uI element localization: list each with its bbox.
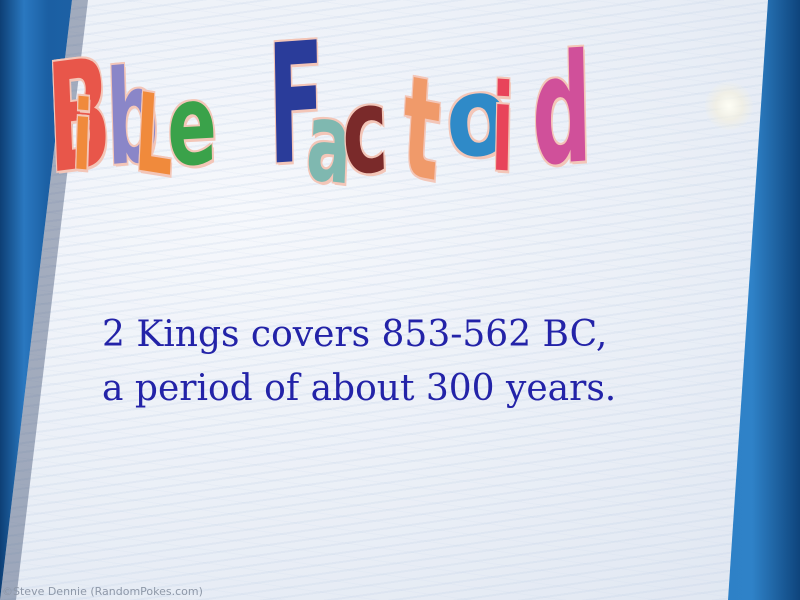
light-spot <box>705 82 753 130</box>
copyright-credit: ©Steve Dennie (RandomPokes.com) <box>2 585 203 598</box>
title-letter: i <box>489 59 516 200</box>
factoid-line-1: 2 Kings covers 853-562 BC, <box>102 314 608 355</box>
title-letter: t <box>398 44 445 215</box>
title-letter: d <box>530 22 593 200</box>
factoid-text: 2 Kings covers 853-562 BC, a period of a… <box>102 308 742 416</box>
title-letter: e <box>165 59 219 193</box>
factoid-line-2: a period of about 300 years. <box>102 368 617 409</box>
title-letter: i <box>70 79 95 193</box>
title-letter: c <box>339 60 391 202</box>
title-bible-factoid: B i b L e F a c t o i d <box>0 0 800 220</box>
